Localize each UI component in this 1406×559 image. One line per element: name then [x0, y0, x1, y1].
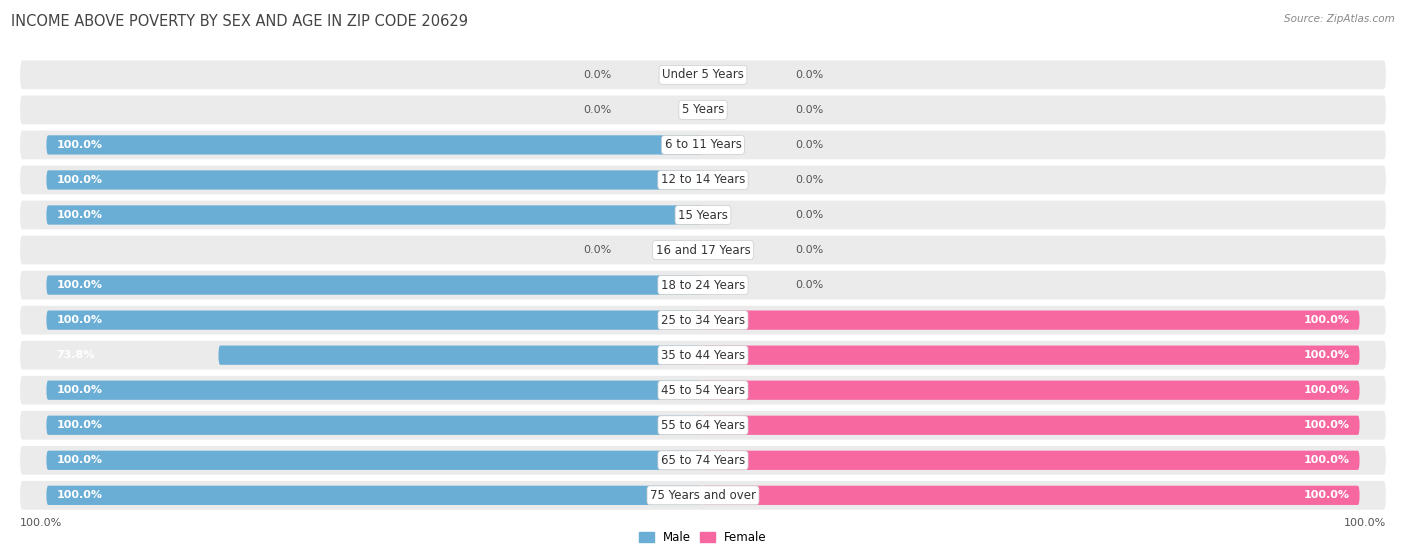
FancyBboxPatch shape — [703, 416, 1360, 435]
FancyBboxPatch shape — [46, 276, 703, 295]
FancyBboxPatch shape — [46, 170, 703, 190]
FancyBboxPatch shape — [703, 310, 1360, 330]
FancyBboxPatch shape — [20, 60, 1386, 89]
FancyBboxPatch shape — [20, 481, 1386, 510]
Text: 55 to 64 Years: 55 to 64 Years — [661, 419, 745, 432]
Text: 25 to 34 Years: 25 to 34 Years — [661, 314, 745, 326]
FancyBboxPatch shape — [20, 236, 1386, 264]
Text: 12 to 14 Years: 12 to 14 Years — [661, 173, 745, 187]
Text: 100.0%: 100.0% — [56, 315, 103, 325]
Text: 100.0%: 100.0% — [56, 280, 103, 290]
FancyBboxPatch shape — [46, 205, 703, 225]
Text: 0.0%: 0.0% — [583, 105, 612, 115]
Text: 0.0%: 0.0% — [794, 175, 823, 185]
FancyBboxPatch shape — [218, 345, 703, 365]
Text: INCOME ABOVE POVERTY BY SEX AND AGE IN ZIP CODE 20629: INCOME ABOVE POVERTY BY SEX AND AGE IN Z… — [11, 14, 468, 29]
FancyBboxPatch shape — [20, 376, 1386, 405]
Text: 100.0%: 100.0% — [1303, 350, 1350, 360]
FancyBboxPatch shape — [20, 411, 1386, 439]
Text: 100.0%: 100.0% — [1303, 385, 1350, 395]
Text: 65 to 74 Years: 65 to 74 Years — [661, 454, 745, 467]
Text: 0.0%: 0.0% — [794, 280, 823, 290]
Text: 100.0%: 100.0% — [56, 420, 103, 430]
Text: Source: ZipAtlas.com: Source: ZipAtlas.com — [1284, 14, 1395, 24]
Text: 100.0%: 100.0% — [56, 385, 103, 395]
Text: 100.0%: 100.0% — [1303, 420, 1350, 430]
Legend: Male, Female: Male, Female — [634, 527, 772, 549]
Text: 100.0%: 100.0% — [1344, 518, 1386, 528]
FancyBboxPatch shape — [20, 201, 1386, 229]
Text: 73.8%: 73.8% — [56, 350, 94, 360]
Text: Under 5 Years: Under 5 Years — [662, 68, 744, 82]
FancyBboxPatch shape — [46, 381, 703, 400]
Text: 0.0%: 0.0% — [583, 245, 612, 255]
FancyBboxPatch shape — [703, 345, 1360, 365]
Text: 100.0%: 100.0% — [1303, 490, 1350, 500]
Text: 0.0%: 0.0% — [794, 70, 823, 80]
FancyBboxPatch shape — [46, 486, 703, 505]
FancyBboxPatch shape — [20, 446, 1386, 475]
Text: 6 to 11 Years: 6 to 11 Years — [665, 139, 741, 151]
Text: 5 Years: 5 Years — [682, 103, 724, 116]
FancyBboxPatch shape — [20, 306, 1386, 334]
Text: 100.0%: 100.0% — [56, 455, 103, 465]
FancyBboxPatch shape — [20, 96, 1386, 124]
Text: 75 Years and over: 75 Years and over — [650, 489, 756, 502]
FancyBboxPatch shape — [703, 381, 1360, 400]
Text: 18 to 24 Years: 18 to 24 Years — [661, 278, 745, 292]
FancyBboxPatch shape — [703, 486, 1360, 505]
Text: 0.0%: 0.0% — [794, 210, 823, 220]
FancyBboxPatch shape — [46, 416, 703, 435]
Text: 100.0%: 100.0% — [1303, 455, 1350, 465]
Text: 100.0%: 100.0% — [1303, 315, 1350, 325]
Text: 100.0%: 100.0% — [56, 140, 103, 150]
FancyBboxPatch shape — [20, 271, 1386, 300]
FancyBboxPatch shape — [46, 135, 703, 154]
Text: 0.0%: 0.0% — [794, 140, 823, 150]
Text: 100.0%: 100.0% — [56, 490, 103, 500]
Text: 35 to 44 Years: 35 to 44 Years — [661, 349, 745, 362]
Text: 100.0%: 100.0% — [56, 210, 103, 220]
FancyBboxPatch shape — [46, 310, 703, 330]
Text: 45 to 54 Years: 45 to 54 Years — [661, 383, 745, 397]
Text: 0.0%: 0.0% — [794, 245, 823, 255]
FancyBboxPatch shape — [20, 341, 1386, 369]
FancyBboxPatch shape — [703, 451, 1360, 470]
Text: 16 and 17 Years: 16 and 17 Years — [655, 244, 751, 257]
FancyBboxPatch shape — [20, 131, 1386, 159]
Text: 15 Years: 15 Years — [678, 209, 728, 221]
FancyBboxPatch shape — [20, 165, 1386, 195]
Text: 100.0%: 100.0% — [56, 175, 103, 185]
Text: 100.0%: 100.0% — [20, 518, 62, 528]
Text: 0.0%: 0.0% — [794, 105, 823, 115]
Text: 0.0%: 0.0% — [583, 70, 612, 80]
FancyBboxPatch shape — [46, 451, 703, 470]
